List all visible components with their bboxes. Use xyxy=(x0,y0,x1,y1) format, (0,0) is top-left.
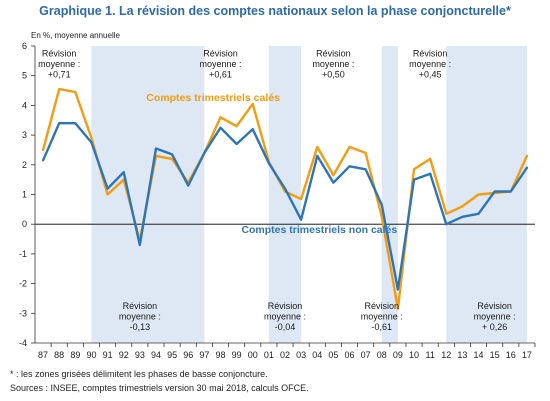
revision-annotation-7: Révision xyxy=(477,301,512,311)
revision-annotation-6: -0,61 xyxy=(372,322,393,332)
revision-annotation-7: moyenne : xyxy=(474,311,516,321)
y-tick-label: -3 xyxy=(19,308,27,318)
x-tick-label: 97 xyxy=(199,350,209,360)
revision-annotation-3: moyenne : xyxy=(409,59,451,69)
revision-annotation-6: Révision xyxy=(365,301,400,311)
x-tick-label: 09 xyxy=(393,350,403,360)
x-tick-label: 94 xyxy=(151,350,161,360)
revision-annotation-0: Révision xyxy=(42,48,77,58)
y-tick-label: -2 xyxy=(19,279,27,289)
x-tick-label: 13 xyxy=(457,350,467,360)
revision-annotation-4: -0,13 xyxy=(130,322,151,332)
chart-note-shading: * : les zones grisées délimitent les pha… xyxy=(10,369,268,379)
revision-annotation-4: moyenne : xyxy=(119,311,161,321)
x-tick-label: 90 xyxy=(86,350,96,360)
revision-annotation-2: moyenne : xyxy=(312,59,354,69)
revision-annotation-3: Révision xyxy=(413,48,448,58)
y-tick-label: 6 xyxy=(22,41,27,51)
x-tick-label: 89 xyxy=(70,350,80,360)
x-tick-label: 93 xyxy=(135,350,145,360)
y-tick-label: -4 xyxy=(19,338,27,348)
revision-annotation-3: +0,45 xyxy=(419,69,442,79)
x-tick-label: 05 xyxy=(328,350,338,360)
y-tick-label: 2 xyxy=(22,160,27,170)
x-tick-label: 06 xyxy=(345,350,355,360)
x-tick-label: 10 xyxy=(409,350,419,360)
x-tick-label: 03 xyxy=(296,350,306,360)
x-tick-label: 96 xyxy=(183,350,193,360)
revision-annotation-5: -0,04 xyxy=(275,322,296,332)
y-tick-label: 4 xyxy=(22,100,27,110)
revision-annotation-0: +0,71 xyxy=(48,69,71,79)
x-tick-label: 11 xyxy=(425,350,434,360)
y-tick-label: 1 xyxy=(22,190,27,200)
y-tick-label: 5 xyxy=(22,71,27,81)
revision-annotation-5: moyenne : xyxy=(264,311,306,321)
x-tick-label: 91 xyxy=(103,350,113,360)
y-tick-label: 0 xyxy=(22,219,27,229)
x-tick-label: 92 xyxy=(119,350,129,360)
revision-annotation-6: moyenne : xyxy=(361,311,403,321)
revision-annotation-2: +0,50 xyxy=(322,69,345,79)
x-tick-label: 01 xyxy=(264,350,274,360)
x-tick-label: 15 xyxy=(490,350,500,360)
x-tick-label: 95 xyxy=(167,350,177,360)
series-line-0 xyxy=(41,87,529,310)
x-tick-label: 99 xyxy=(232,350,242,360)
revision-annotation-1: +0,61 xyxy=(209,69,232,79)
x-tick-label: 04 xyxy=(312,350,322,360)
x-tick-label: 02 xyxy=(280,350,290,360)
y-tick-label: -1 xyxy=(19,249,27,259)
chart-note-sources: Sources : INSEE, comptes trimestriels ve… xyxy=(10,383,309,393)
x-tick-label: 00 xyxy=(248,350,258,360)
x-tick-label: 98 xyxy=(215,350,225,360)
series-label-1: Comptes trimestriels non calés xyxy=(241,224,397,236)
revision-annotation-2: Révision xyxy=(316,48,351,58)
x-tick-label: 14 xyxy=(474,350,484,360)
revision-annotation-7: + 0,26 xyxy=(482,322,507,332)
x-tick-label: 88 xyxy=(54,350,64,360)
revision-annotation-1: Révision xyxy=(203,48,238,58)
x-tick-label: 07 xyxy=(361,350,371,360)
x-tick-label: 12 xyxy=(441,350,451,360)
revision-annotation-4: Révision xyxy=(123,301,158,311)
page-title: Graphique 1. La révision des comptes nat… xyxy=(39,4,511,18)
x-tick-label: 17 xyxy=(522,350,532,360)
series-label-0: Comptes trimestriels calés xyxy=(146,92,280,104)
revision-annotation-1: moyenne : xyxy=(199,59,241,69)
x-tick-label: 87 xyxy=(38,350,48,360)
revision-annotation-0: moyenne : xyxy=(38,59,80,69)
revision-annotation-5: Révision xyxy=(268,301,303,311)
x-tick-label: 16 xyxy=(506,350,516,360)
y-tick-label: 3 xyxy=(22,130,27,140)
series-line-1 xyxy=(41,121,529,291)
shaded-period-1 xyxy=(268,46,302,343)
x-tick-label: 08 xyxy=(377,350,387,360)
y-axis-label: En %, moyenne annuelle xyxy=(31,31,121,40)
